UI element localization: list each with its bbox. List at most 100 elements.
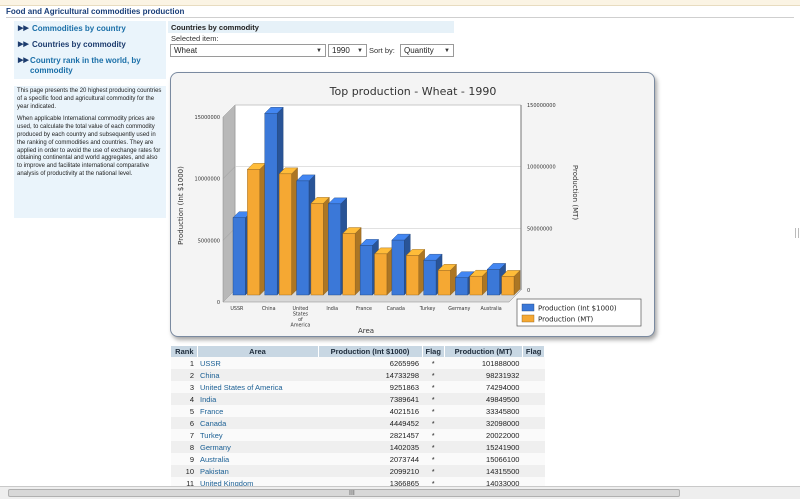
flag-cell [522, 441, 545, 453]
bar [501, 276, 515, 296]
bar [359, 245, 373, 296]
production-mt-cell: 15241900 [444, 441, 523, 453]
nav-item-country-rank[interactable]: ▶▶ Country rank in the world, by commodi… [14, 53, 166, 79]
y-axis-label-left: Production (Int $1000) [177, 166, 185, 245]
area-link[interactable]: Germany [197, 441, 318, 453]
table-row: 7 Turkey 2821457 * 20022000 [171, 429, 545, 441]
column-header-flag[interactable]: Flag [522, 346, 546, 357]
production-int-cell: 2821457 [318, 429, 422, 441]
area-link[interactable]: USSR [197, 357, 318, 369]
rank-cell: 2 [171, 369, 197, 381]
flag-cell: * [422, 369, 445, 381]
bar [264, 113, 278, 296]
bar [232, 217, 246, 296]
area-link[interactable]: France [197, 405, 318, 417]
table-row: 4 India 7389641 * 49849500 [171, 393, 545, 405]
table-row: 8 Germany 1402035 * 15241900 [171, 441, 545, 453]
rank-cell: 8 [171, 441, 197, 453]
area-link[interactable]: Canada [197, 417, 318, 429]
production-int-cell: 4449452 [318, 417, 422, 429]
area-link[interactable]: Turkey [197, 429, 318, 441]
bar [342, 233, 356, 296]
page-title: Food and Agricultural commodities produc… [6, 7, 185, 16]
flag-cell: * [422, 441, 445, 453]
column-header-production-mt[interactable]: Production (MT) [444, 346, 523, 357]
flag-cell: * [422, 393, 445, 405]
info-paragraph: When applicable International commodity … [17, 116, 161, 177]
production-mt-cell: 20022000 [444, 429, 523, 441]
y-axis-label-right: Production (MT) [571, 165, 579, 221]
bar [455, 277, 469, 296]
rank-cell: 3 [171, 381, 197, 393]
rank-cell: 7 [171, 429, 197, 441]
nav-item-label: Country rank in the world, by commodity [30, 56, 141, 75]
horizontal-scrollbar[interactable]: III [0, 486, 800, 499]
area-link[interactable]: Pakistan [197, 465, 318, 477]
area-link[interactable]: China [197, 369, 318, 381]
column-header-area[interactable]: Area [197, 346, 319, 357]
flag-cell: * [422, 453, 445, 465]
info-paragraph: This page presents the 20 highest produc… [17, 88, 162, 110]
x-tick-label: India [326, 306, 338, 312]
y-tick-label-right: 150000000 [527, 103, 556, 109]
x-tick-label: United [293, 306, 309, 312]
sort-select-value: Quantity [404, 46, 434, 55]
sort-select[interactable]: Quantity ▼ [400, 44, 454, 57]
bar [328, 203, 341, 296]
table-row: 9 Australia 2073744 * 15066100 [171, 453, 545, 465]
flag-cell: * [422, 405, 445, 417]
vertical-scroll-grip[interactable] [795, 228, 799, 238]
production-mt-cell: 98231932 [444, 369, 523, 381]
double-arrow-icon: ▶▶ [18, 57, 29, 64]
title-divider [6, 17, 794, 18]
flag-cell: * [422, 429, 445, 441]
rank-cell: 10 [171, 465, 197, 477]
area-link[interactable]: India [197, 393, 318, 405]
production-mt-cell: 74294000 [444, 381, 523, 393]
x-tick-label: States [293, 312, 309, 318]
x-tick-label: Canada [387, 306, 405, 312]
commodity-select[interactable]: Wheat ▼ [170, 44, 326, 57]
production-chart: Top production - Wheat - 1990 0 5000000 100… [177, 85, 642, 335]
year-select[interactable]: 1990 ▼ [328, 44, 367, 57]
production-int-cell: 7389641 [318, 393, 422, 405]
double-arrow-icon: ▶▶ [18, 25, 29, 32]
production-mt-cell: 14315500 [444, 465, 523, 477]
sort-by-label: Sort by: [369, 46, 395, 55]
x-tick-label: Australia [481, 306, 502, 312]
area-link[interactable]: United States of America [197, 381, 318, 393]
left-nav: ▶▶ Commodities by country ▶▶ Countries b… [14, 21, 166, 79]
column-header-flag[interactable]: Flag [422, 346, 445, 357]
flag-cell [522, 417, 545, 429]
section-title: Countries by commodity [168, 21, 454, 33]
chevron-down-icon: ▼ [357, 47, 363, 54]
gridline-side [222, 104, 236, 118]
flag-cell: * [422, 381, 445, 393]
flag-cell [522, 453, 545, 465]
nav-item-label: Commodities by country [32, 24, 126, 33]
column-header-production-int[interactable]: Production (Int $1000) [318, 346, 423, 357]
bar [423, 260, 437, 296]
bar [278, 173, 292, 296]
production-mt-cell: 101888000 [444, 357, 523, 369]
column-header-rank[interactable]: Rank [171, 346, 198, 357]
area-link[interactable]: Australia [197, 453, 318, 465]
bar [406, 255, 419, 296]
rank-cell: 5 [171, 405, 197, 417]
nav-item-label: Countries by commodity [32, 40, 126, 49]
bar [391, 239, 405, 296]
production-mt-cell: 15066100 [444, 453, 523, 465]
flag-cell: * [422, 417, 445, 429]
y-tick-label-right: 100000000 [527, 165, 556, 171]
info-panel: This page presents the 20 highest produc… [14, 86, 166, 218]
production-mt-cell: 32098000 [444, 417, 523, 429]
scrollbar-thumb[interactable]: III [8, 489, 680, 497]
flag-cell [522, 393, 545, 405]
nav-item-countries-by-commodity[interactable]: ▶▶ Countries by commodity [14, 37, 166, 53]
flag-cell [522, 369, 545, 381]
y-tick-label-left: 5000000 [198, 238, 220, 244]
flag-cell: * [422, 465, 445, 477]
nav-item-commodities-by-country[interactable]: ▶▶ Commodities by country [14, 21, 166, 37]
bar [374, 253, 388, 296]
chevron-down-icon: ▼ [316, 47, 322, 54]
